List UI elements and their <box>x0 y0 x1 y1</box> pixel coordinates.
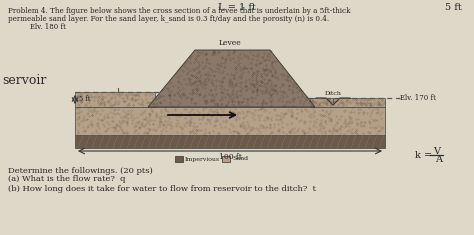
Polygon shape <box>75 92 155 107</box>
Text: L = 1 ft: L = 1 ft <box>218 3 256 12</box>
Text: V: V <box>433 148 440 157</box>
Text: Problem 4. The figure below shows the cross section of a levee that is underlain: Problem 4. The figure below shows the cr… <box>8 7 350 15</box>
Polygon shape <box>148 50 315 107</box>
Text: permeable sand layer. For the sand layer, k_sand is 0.3 ft/day and the porosity : permeable sand layer. For the sand layer… <box>8 15 329 23</box>
Polygon shape <box>75 107 385 135</box>
Polygon shape <box>75 135 385 148</box>
Bar <box>175 156 183 162</box>
Text: Determine the followings. (20 pts): Determine the followings. (20 pts) <box>8 167 153 175</box>
Text: k =: k = <box>415 150 432 160</box>
Text: Ditch: Ditch <box>325 91 341 96</box>
Text: (a) What is the flow rate?  q: (a) What is the flow rate? q <box>8 175 126 183</box>
Text: 5 ft: 5 ft <box>445 3 462 12</box>
Bar <box>222 156 230 162</box>
Text: Levee: Levee <box>219 39 241 47</box>
Text: servoir: servoir <box>2 74 46 86</box>
Text: 100 ft: 100 ft <box>219 153 241 161</box>
Text: Sand: Sand <box>232 157 248 161</box>
Text: 5 ft: 5 ft <box>79 95 91 103</box>
Polygon shape <box>310 98 385 107</box>
Text: A: A <box>435 154 442 164</box>
Text: Impervious: Impervious <box>185 157 220 161</box>
Text: Elv. 170 ft: Elv. 170 ft <box>400 94 436 102</box>
Text: (b) How long does it take for water to flow from reservoir to the ditch?  t: (b) How long does it take for water to f… <box>8 185 316 193</box>
Text: Elv. 180 ft: Elv. 180 ft <box>30 23 66 31</box>
